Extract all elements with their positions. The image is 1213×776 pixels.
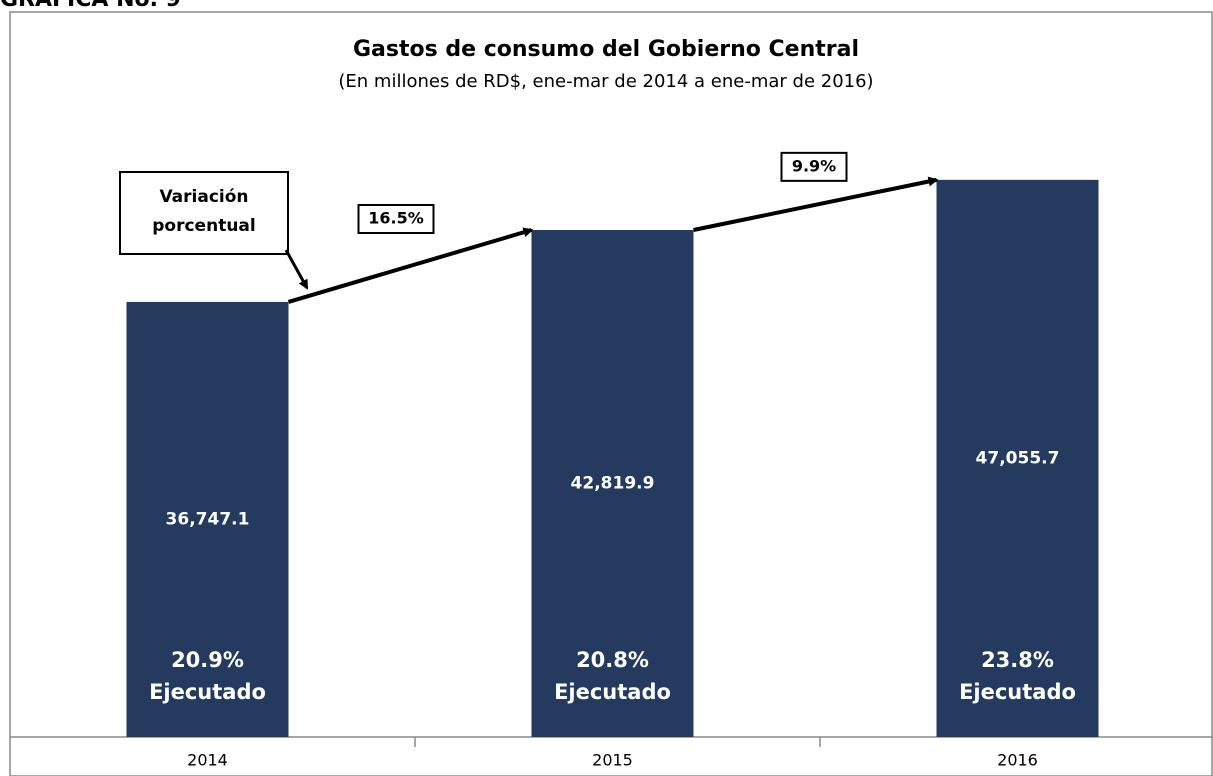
executed-caption: Ejecutado xyxy=(149,680,266,704)
executed-caption: Ejecutado xyxy=(959,680,1076,704)
growth-box xyxy=(780,151,848,182)
bar xyxy=(531,230,694,737)
bar xyxy=(126,301,289,737)
variation-box xyxy=(119,171,289,255)
variation-label: Variación xyxy=(159,187,248,207)
x-tick-label: 2016 xyxy=(997,751,1038,770)
executed-pct: 20.9% xyxy=(171,648,244,672)
x-tick-label: 2015 xyxy=(592,751,633,770)
frame xyxy=(9,11,1213,776)
variation-label: porcentual xyxy=(152,216,255,236)
chart-subtitle: (En millones de RD$, ene-mar de 2014 a e… xyxy=(338,71,873,92)
growth-label: 16.5% xyxy=(368,209,424,228)
executed-caption: Ejecutado xyxy=(554,680,671,704)
pointer-arrow xyxy=(284,249,309,290)
value-label: 42,819.9 xyxy=(571,474,655,494)
executed-pct: 20.8% xyxy=(576,648,649,672)
growth-label: 9.9% xyxy=(792,156,836,175)
growth-arrow xyxy=(693,176,939,232)
header: GRAFICA No. 9 xyxy=(0,0,181,12)
growth-arrow xyxy=(287,227,534,304)
executed-pct: 23.8% xyxy=(981,648,1054,672)
growth-box xyxy=(357,204,435,235)
bar xyxy=(936,179,1099,737)
value-label: 36,747.1 xyxy=(166,509,250,529)
value-label: 47,055.7 xyxy=(976,448,1060,468)
chart-title: Gastos de consumo del Gobierno Central xyxy=(353,37,859,62)
x-tick-label: 2014 xyxy=(187,751,228,770)
